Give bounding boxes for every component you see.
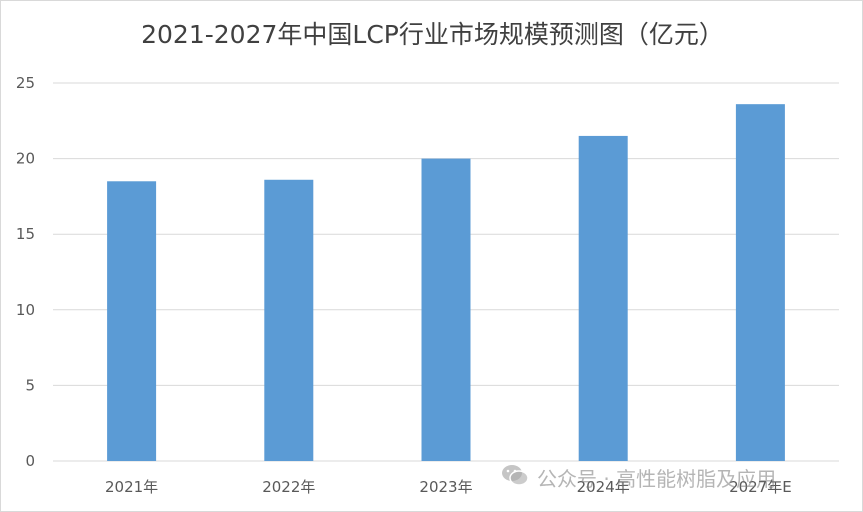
watermark: 公众号 · 高性能树脂及应用	[501, 463, 776, 492]
y-tick-label: 15	[16, 225, 35, 243]
wechat-icon	[501, 463, 529, 492]
bar	[107, 181, 157, 461]
y-tick-label: 20	[16, 150, 35, 168]
x-tick-label: 2024年	[577, 478, 630, 496]
y-tick-label: 25	[16, 74, 35, 92]
chart-title: 2021-2027年中国LCP行业市场规模预测图（亿元）	[141, 20, 724, 49]
y-tick-label: 5	[25, 376, 35, 394]
x-tick-label: 2027年E	[729, 478, 792, 496]
y-tick-label: 10	[16, 301, 35, 319]
bar	[264, 179, 314, 461]
x-tick-label: 2021年	[105, 478, 158, 496]
x-tick-label: 2023年	[419, 478, 472, 496]
x-tick-label: 2022年	[262, 478, 315, 496]
watermark-text: 公众号 · 高性能树脂及应用	[537, 467, 777, 491]
bar	[578, 135, 628, 462]
bar	[421, 158, 471, 461]
bar	[735, 104, 785, 461]
y-tick-label: 0	[25, 452, 35, 470]
